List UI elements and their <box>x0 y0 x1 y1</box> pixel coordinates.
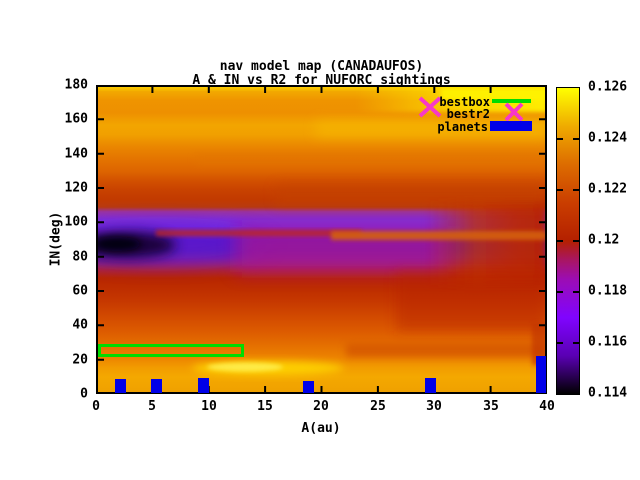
y-tick-label: 0 <box>80 386 88 402</box>
planet-bar-3 <box>198 378 209 393</box>
y-tick-label: 160 <box>64 111 88 127</box>
colorbar-tick-label: 0.126 <box>588 79 628 95</box>
dark-band-115deg <box>276 185 547 205</box>
far-right-dark-column <box>532 323 547 365</box>
colorbar-tick <box>573 291 579 293</box>
x-tick-label: 35 <box>483 399 499 414</box>
orange-streak <box>331 231 547 240</box>
x-tick-label: 5 <box>148 399 156 414</box>
x-tick-label: 15 <box>257 399 273 414</box>
dark-minimum-core <box>96 237 141 251</box>
legend-label-bestbox: bestbox <box>439 95 490 109</box>
y-tick-label: 20 <box>72 352 88 368</box>
colorbar-tick <box>557 240 563 242</box>
yellow-streak-core <box>207 362 283 372</box>
chart-subtitle: A & IN vs R2 for NUFORC sightings <box>96 73 547 90</box>
colorbar <box>556 87 580 395</box>
colorbar-tick <box>557 189 563 191</box>
legend-sample-bestr2-x-mark-icon <box>504 102 524 122</box>
colorbar-tick <box>573 189 579 191</box>
y-tick-label: 60 <box>72 283 88 299</box>
right-dark-band-25deg <box>346 344 547 357</box>
colorbar-tick <box>573 240 579 242</box>
legend-sample-planets-box <box>490 121 532 131</box>
y-tick-label: 100 <box>64 214 88 230</box>
legend-sample-bestbox-line <box>492 99 531 103</box>
plot-border <box>96 85 547 394</box>
colorbar-tick-label: 0.122 <box>588 181 628 197</box>
x-tick-label: 0 <box>92 399 100 414</box>
colorbar-tick-label: 0.116 <box>588 334 628 350</box>
colorbar-tick <box>573 138 579 140</box>
chart-title-text: nav model map (CANADAUFOS) <box>219 59 424 74</box>
planet-bar-4 <box>303 381 314 393</box>
planet-bar-6 <box>536 356 546 393</box>
bestr2-point-x-mark-icon <box>418 96 442 118</box>
y-tick-label: 140 <box>64 146 88 162</box>
legend-label-planets: planets <box>437 120 488 134</box>
legend-label-bestr2: bestr2 <box>446 107 490 121</box>
red-streak <box>156 230 361 236</box>
planet-bar-2 <box>151 379 162 393</box>
x-axis-label: A(au) <box>301 421 341 436</box>
bestbox-rect <box>98 344 244 357</box>
y-tick-label: 80 <box>72 249 88 265</box>
colorbar-tick <box>573 342 579 344</box>
heatmap-plot <box>96 85 547 394</box>
y-tick-label: 120 <box>64 180 88 196</box>
x-tick-label: 25 <box>370 399 386 414</box>
x-tick-label: 10 <box>201 399 217 414</box>
colorbar-tick <box>557 138 563 140</box>
planet-bar-1 <box>115 379 126 393</box>
y-tick-label: 180 <box>64 77 88 93</box>
y-tick-label: 40 <box>72 317 88 333</box>
chart-subtitle-text: A & IN vs R2 for NUFORC sightings <box>192 73 451 90</box>
colorbar-tick-label: 0.114 <box>588 385 628 401</box>
colorbar-tick-label: 0.118 <box>588 283 628 299</box>
x-tick-label: 20 <box>313 399 329 414</box>
colorbar-tick <box>557 291 563 293</box>
right-dark-red <box>396 271 547 331</box>
x-tick-label: 40 <box>539 399 555 414</box>
light-band-155deg <box>316 121 547 137</box>
colorbar-tick-label: 0.12 <box>588 232 620 248</box>
colorbar-tick-label: 0.124 <box>588 130 628 146</box>
x-tick-label: 30 <box>426 399 442 414</box>
band-136deg <box>196 154 547 165</box>
colorbar-tick <box>557 342 563 344</box>
chart-title: nav model map (CANADAUFOS) <box>96 60 547 73</box>
planet-bar-5 <box>425 378 436 393</box>
